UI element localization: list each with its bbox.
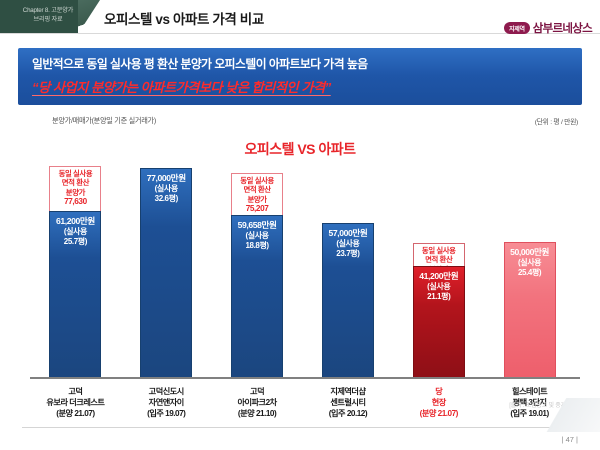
- bar-area-label-1: (실사용: [154, 183, 179, 193]
- x-label-name-line1: 당: [435, 387, 443, 396]
- x-label-name-line1: 고덕신도시: [148, 387, 185, 396]
- bar-area-label-1: (실사용: [63, 226, 88, 236]
- bar-4: 57,000만원 (실사용 23.7평): [321, 223, 374, 378]
- x-label-name-line1: 고덕: [68, 387, 83, 396]
- logo-station-badge: 지제역: [504, 22, 530, 34]
- bar-value-label: 57,000만원: [328, 228, 368, 238]
- callout-text-line2: 면적 환산: [425, 255, 453, 265]
- x-label-name-line1: 고덕: [250, 387, 265, 396]
- chapter-tab-fold-decoration: [78, 0, 100, 34]
- bar-2: 77,000만원 (실사용 32.6평): [140, 168, 193, 378]
- bar-value-label: 61,200만원: [55, 216, 95, 226]
- bar-area-label-2: 23.7평): [336, 248, 360, 258]
- banner-primary-text: 일반적으로 동일 실사용 평 환산 분양가 오피스텔이 아파트보다 가격 높음: [32, 57, 368, 71]
- callout-text-line3: 분양가: [247, 194, 267, 204]
- key-message-banner: 일반적으로 동일 실사용 평 환산 분양가 오피스텔이 아파트보다 가격 높음 …: [18, 48, 582, 105]
- x-label-name-line2: 유보라 더크레스트: [46, 398, 105, 408]
- bar-value-label: 59,658만원: [237, 220, 277, 230]
- bar-area-label-1: (실사용: [245, 230, 270, 240]
- bar-area-label-2: 32.6평): [154, 193, 179, 203]
- page-header: Chapter 8. 고분양가 브리핑 자료 오피스텔 vs 아파트 가격 비교…: [0, 0, 600, 36]
- bar-group: 77,000만원 (실사용 32.6평): [140, 168, 193, 378]
- header-divider: [0, 33, 600, 34]
- page-number: | 47 |: [561, 435, 578, 444]
- x-label-name-line2: 아이파크2차: [237, 398, 277, 408]
- bar-area-label-2: 18.8평): [245, 240, 269, 250]
- chapter-tab-line1: Chapter 8. 고분양가: [22, 7, 74, 14]
- bar-area-label-2: 21.1평): [427, 291, 451, 301]
- bar-1: 61,200만원 (실사용 25.7평): [49, 211, 102, 378]
- banner-highlight-text: “당 사업지 분양가는 아파트가격보다 낮은 합리적인 가격”: [32, 80, 331, 95]
- bar-area-label-1: (실사용: [336, 238, 360, 248]
- chart-title: 오피스텔 VS 아파트: [244, 141, 356, 157]
- callout-text-line3: 분양가: [65, 187, 86, 197]
- page-title: 오피스텔 vs 아파트 가격 비교: [104, 12, 264, 27]
- chart-unit-note: (단위 : 평 / 만원): [534, 119, 579, 126]
- corner-decoration: [530, 398, 600, 432]
- converted-price-callout: 동일 실사용 면적 환산 분양가 77,630: [49, 166, 102, 211]
- x-label-name-line1: 지제역더샵: [330, 387, 366, 396]
- x-label-date: (입주 20.12): [328, 409, 368, 419]
- callout-text-line2: 면적 환산: [61, 178, 90, 188]
- bar-value-label: 41,200만원: [419, 271, 459, 281]
- bar-chart-plot-area: 동일 실사용 면적 환산 분양가 77,630 61,200만원 (실사용 25.7평) 77…: [30, 160, 575, 378]
- x-label-name-line2: 자연앤자이: [148, 398, 185, 408]
- callout-text-line1: 동일 실사용: [421, 246, 456, 255]
- chart-axis-note: 분양가/매매가(분양일 기준 실거래가): [52, 116, 156, 125]
- callout-converted-value: 77,630: [64, 197, 87, 207]
- bar-area-label-2: 25.4평): [517, 267, 542, 277]
- x-label-date: (입주 19.01): [510, 409, 549, 419]
- chapter-tab-line2: 브리핑 자료: [33, 15, 63, 23]
- bar-6: 50,000만원 (실사용 25.4평): [503, 242, 556, 378]
- x-label-date: (분양 21.07): [419, 409, 459, 419]
- x-label-name-line2: 센트럴시티: [330, 398, 366, 408]
- x-label-date: (입주 19.07): [147, 409, 186, 419]
- bar-area-label-2: 25.7평): [63, 236, 88, 246]
- x-label-date: (분양 21.10): [237, 409, 277, 419]
- bar-area-label-1: (실사용: [427, 281, 451, 291]
- converted-price-callout: 동일 실사용 면적 환산 분양가 75,207: [231, 173, 284, 215]
- bar-3: 59,658만원 (실사용 18.8평): [231, 215, 284, 378]
- bar-value-label: 77,000만원: [146, 173, 186, 183]
- callout-text-line1: 동일 실사용: [240, 176, 274, 185]
- bar-group: 50,000만원 (실사용 25.4평): [503, 242, 556, 378]
- chart-baseline-axis: [30, 377, 580, 379]
- chart-category-labels: 고덕 유보라 더크레스트 (분양 21.07) 고덕신도시 자연앤자이 (입주 19.07…: [30, 382, 580, 428]
- brand-logo: 지제역 삼부르네상스: [504, 20, 593, 36]
- callout-text-line1: 동일 실사용: [58, 169, 93, 178]
- callout-text-line2: 면적 환산: [243, 185, 271, 195]
- x-label-date: (분양 21.07): [56, 409, 95, 419]
- logo-brand-text: 삼부르네상스: [532, 23, 593, 35]
- x-label-name-line2: 평택 3단지: [512, 398, 547, 408]
- x-label-name-line2: 현장: [431, 398, 447, 408]
- bar-area-label-1: (실사용: [518, 257, 542, 267]
- bar-value-label: 50,000만원: [510, 247, 550, 257]
- bar-group: 동일 실사용 면적 환산 분양가 75,207 59,658만원 (실사용 18.8평): [231, 173, 284, 378]
- footer-divider: [22, 427, 578, 428]
- bar-group: 57,000만원 (실사용 23.7평): [321, 223, 374, 378]
- x-label-name-line1: 힐스테이트: [511, 387, 548, 396]
- bar-group: 동일 실사용 면적 환산 분양가 77,630 61,200만원 (실사용 25.7평): [49, 166, 102, 378]
- callout-converted-value: 75,207: [245, 204, 269, 214]
- bar-5: 41,200만원 (실사용 21.1평): [412, 266, 465, 378]
